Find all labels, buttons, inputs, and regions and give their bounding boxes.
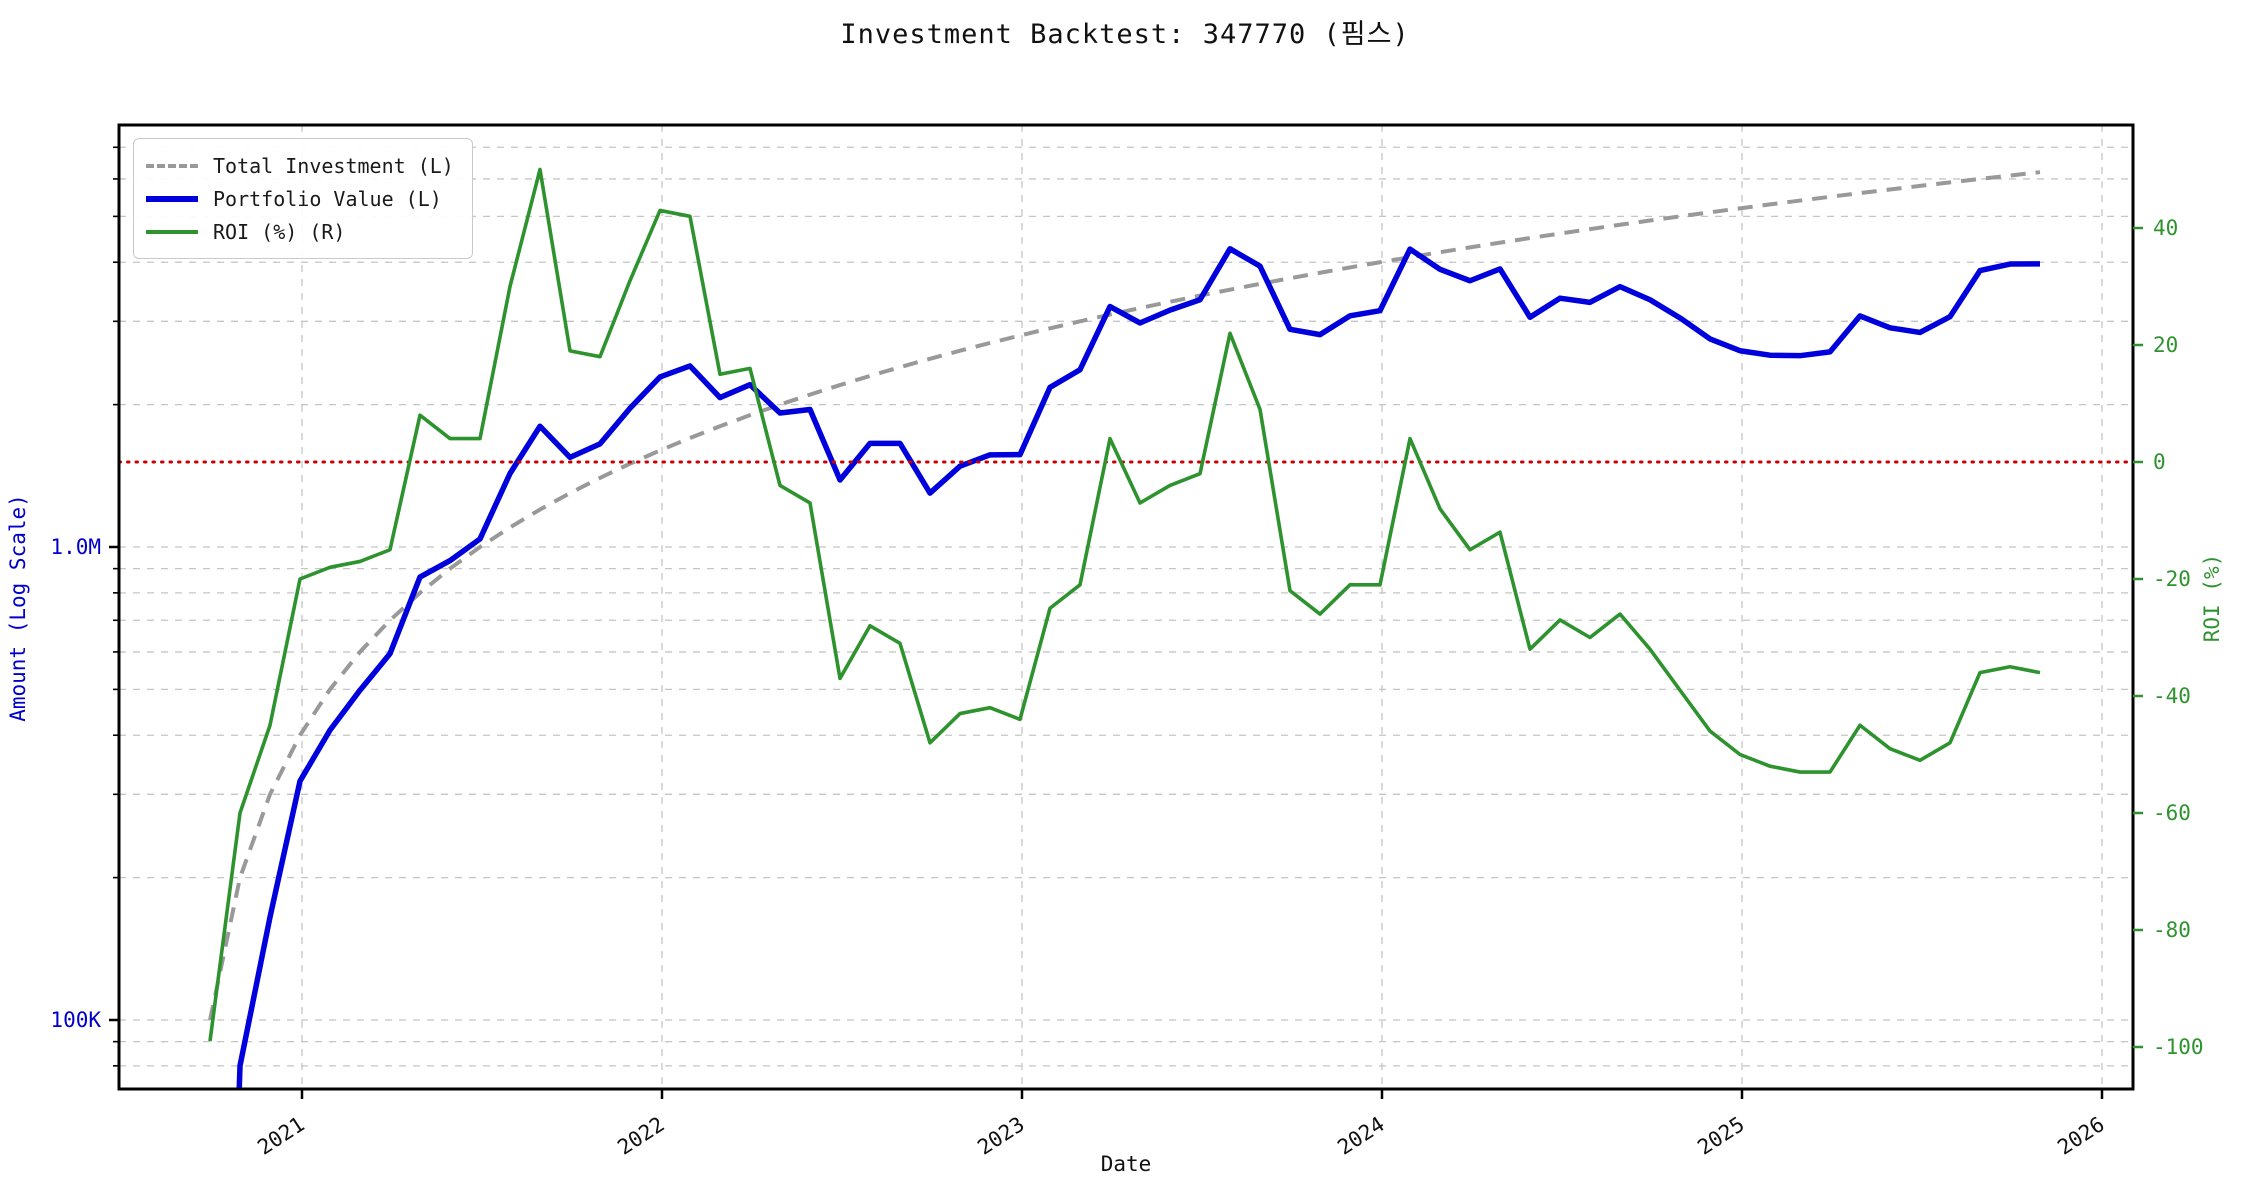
left-tick-label: 100K — [50, 1008, 101, 1032]
right-tick-label: -60 — [2153, 801, 2191, 825]
total-investment-line — [208, 170, 2041, 1021]
legend-entry: Total Investment (L) — [146, 149, 454, 182]
roi-line — [208, 167, 2041, 1042]
legend-entry: ROI (%) (R) — [146, 215, 454, 248]
legend-entry: Portfolio Value (L) — [146, 182, 454, 215]
legend-label: ROI (%) (R) — [213, 219, 346, 244]
legend-label: Portfolio Value (L) — [213, 186, 442, 211]
x-tick-label: 2023 — [973, 1112, 1028, 1160]
x-tick-label: 2025 — [1693, 1112, 1748, 1160]
chart-title: Investment Backtest: 347770 (핌스) — [840, 19, 1410, 50]
portfolio-value-line — [236, 246, 2041, 1089]
right-tick-label: 40 — [2153, 216, 2178, 240]
right-tick-label: -20 — [2153, 567, 2191, 591]
x-tick-label: 2022 — [613, 1112, 668, 1160]
right-tick-label: -80 — [2153, 918, 2191, 942]
right-tick-label: -40 — [2153, 684, 2191, 708]
right-tick-label: 20 — [2153, 333, 2178, 357]
x-tick-label: 2021 — [253, 1112, 308, 1160]
grid — [119, 125, 2133, 1089]
right-tick-label: 0 — [2153, 450, 2166, 474]
right-tick-label: -100 — [2153, 1035, 2204, 1059]
legend-line-sample — [146, 163, 198, 168]
legend-label: Total Investment (L) — [213, 153, 454, 178]
axes-ticks: 1.0M 100K 40 20 0 -20 -40 -60 -80 -100 2021 2022 202… — [50, 146, 2204, 1160]
legend-line-sample — [146, 229, 198, 234]
legend: Total Investment (L) Portfolio Value (L) R… — [133, 138, 473, 259]
left-tick-label: 1.0M — [50, 535, 101, 559]
x-axis-label: Date — [1100, 1152, 1152, 1176]
series-lines — [119, 167, 2133, 1089]
legend-line-sample — [146, 195, 198, 202]
x-tick-label: 2024 — [1333, 1112, 1388, 1160]
x-tick-label: 2026 — [2053, 1112, 2108, 1160]
plot-frame — [117, 123, 2135, 1091]
